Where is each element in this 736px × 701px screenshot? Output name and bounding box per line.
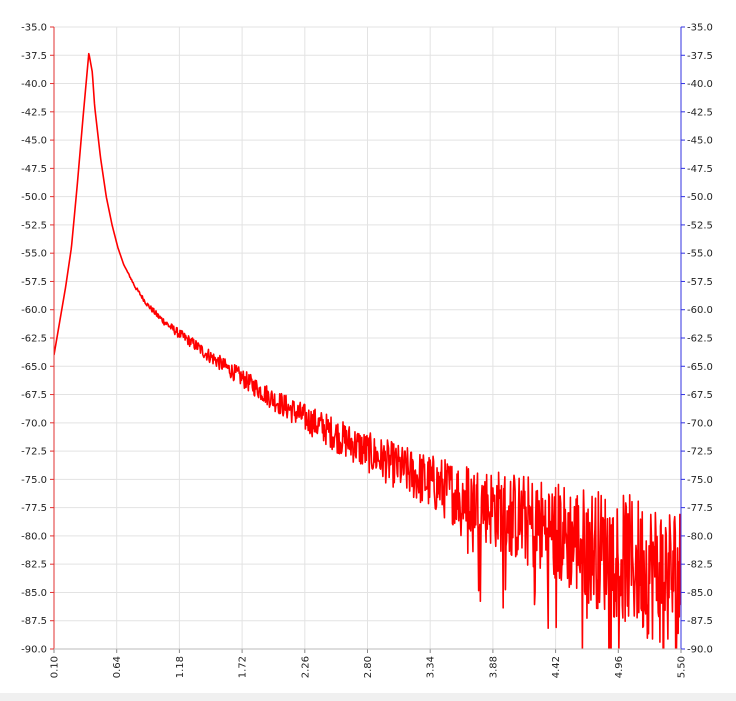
y-tick-label-right: -50.0 [687, 192, 713, 203]
y-tick-label-right: -75.0 [687, 475, 713, 486]
y-tick-label-left: -85.0 [21, 588, 47, 599]
x-tick-label: 4.42 [551, 656, 562, 678]
axis-layer [50, 26, 685, 653]
x-tick-label: 3.88 [488, 656, 499, 678]
label-layer: -35.0 -37.5 -40.0 -42.5 -45.0 -47.5 -50.0 -52.5… [21, 23, 713, 679]
y-tick-label-right: -37.5 [687, 51, 713, 62]
y-tick-label-left: -87.5 [21, 616, 47, 627]
y-tick-label-right: -45.0 [687, 136, 713, 147]
x-tick-label: 2.80 [363, 656, 374, 678]
x-tick-label: 4.96 [614, 656, 625, 678]
y-tick-label-left: -40.0 [21, 79, 47, 90]
y-tick-label-left: -35.0 [21, 23, 47, 34]
y-tick-label-right: -42.5 [687, 107, 713, 118]
spectrum-line [54, 52, 681, 649]
x-tick-label: 0.10 [50, 656, 61, 678]
y-tick-label-right: -60.0 [687, 305, 713, 316]
y-tick-label-left: -67.5 [21, 390, 47, 401]
y-tick-label-right: -62.5 [687, 334, 713, 345]
y-tick-label-left: -42.5 [21, 107, 47, 118]
y-tick-label-left: -60.0 [21, 305, 47, 316]
y-tick-label-left: -75.0 [21, 475, 47, 486]
y-tick-label-right: -47.5 [687, 164, 713, 175]
y-tick-label-right: -77.5 [687, 503, 713, 514]
y-tick-label-left: -55.0 [21, 249, 47, 260]
y-tick-label-right: -80.0 [687, 531, 713, 542]
y-tick-label-right: -90.0 [687, 645, 713, 656]
x-tick-label: 5.50 [677, 656, 688, 678]
y-tick-label-left: -70.0 [21, 418, 47, 429]
y-tick-label-left: -82.5 [21, 560, 47, 571]
x-tick-label: 1.18 [175, 656, 186, 678]
y-tick-label-left: -47.5 [21, 164, 47, 175]
y-tick-label-left: -80.0 [21, 531, 47, 542]
y-tick-label-left: -37.5 [21, 51, 47, 62]
x-tick-label: 0.64 [112, 656, 123, 678]
x-tick-label: 1.72 [238, 656, 249, 678]
y-tick-label-right: -70.0 [687, 418, 713, 429]
y-tick-label-left: -57.5 [21, 277, 47, 288]
y-tick-label-right: -35.0 [687, 23, 713, 34]
x-tick-label: 2.26 [300, 656, 311, 678]
y-tick-label-right: -85.0 [687, 588, 713, 599]
series-layer [54, 52, 681, 649]
y-tick-label-left: -50.0 [21, 192, 47, 203]
y-tick-label-right: -57.5 [687, 277, 713, 288]
y-tick-label-left: -62.5 [21, 334, 47, 345]
y-tick-label-left: -45.0 [21, 136, 47, 147]
y-tick-label-left: -72.5 [21, 447, 47, 458]
y-tick-label-left: -90.0 [21, 645, 47, 656]
y-tick-label-left: -52.5 [21, 220, 47, 231]
y-tick-label-right: -87.5 [687, 616, 713, 627]
y-tick-label-left: -65.0 [21, 362, 47, 373]
y-tick-label-right: -40.0 [687, 79, 713, 90]
y-tick-label-right: -55.0 [687, 249, 713, 260]
y-tick-label-left: -77.5 [21, 503, 47, 514]
y-tick-label-right: -82.5 [687, 560, 713, 571]
y-tick-label-right: -67.5 [687, 390, 713, 401]
x-tick-label: 3.34 [426, 656, 437, 678]
y-tick-label-right: -72.5 [687, 447, 713, 458]
y-tick-label-right: -52.5 [687, 220, 713, 231]
bottom-strip [0, 693, 736, 701]
y-tick-label-right: -65.0 [687, 362, 713, 373]
